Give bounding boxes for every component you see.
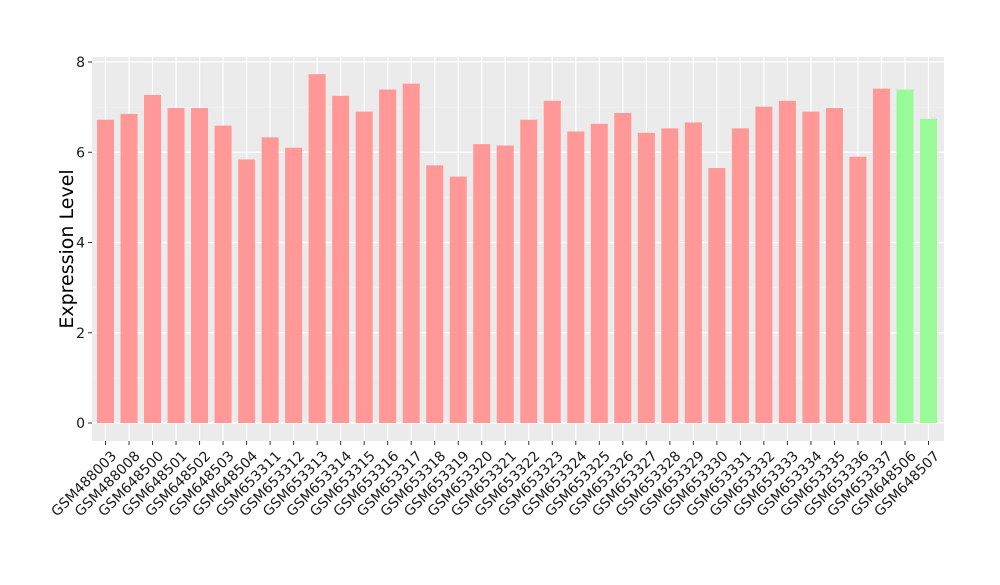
bar-GSM648501: [167, 108, 185, 423]
y-tick-label: 6: [76, 145, 85, 161]
bar-GSM648504: [238, 159, 256, 423]
bar-GSM653313: [308, 74, 326, 423]
y-tick-label: 4: [76, 236, 85, 252]
bar-GSM653314: [332, 95, 350, 423]
y-tick-label: 8: [76, 55, 85, 71]
y-axis: 0 2 4 6 8: [76, 55, 92, 432]
bar-GSM653329: [684, 122, 702, 423]
bar-GSM648500: [144, 94, 162, 423]
bars: [97, 74, 937, 424]
bar-GSM653311: [261, 137, 279, 423]
bar-GSM653336: [849, 156, 867, 423]
y-tick-label: 0: [76, 416, 85, 432]
plot-panel: [92, 57, 944, 441]
bar-GSM653331: [731, 128, 749, 424]
bar-GSM648507: [920, 118, 937, 424]
bar-GSM653323: [543, 100, 561, 424]
bar-GSM648502: [191, 108, 209, 423]
bar-GSM648503: [214, 125, 232, 423]
bar-GSM653321: [496, 145, 514, 423]
bar-GSM653328: [661, 128, 679, 424]
bar-GSM653335: [825, 108, 843, 423]
bar-GSM488008: [120, 113, 138, 424]
bar-GSM653326: [614, 112, 632, 424]
bar-GSM653316: [379, 89, 397, 424]
bar-GSM653324: [567, 131, 585, 423]
bar-GSM653318: [426, 165, 444, 423]
bar-GSM653315: [355, 111, 373, 423]
bar-GSM653332: [755, 106, 773, 423]
bar-GSM653325: [590, 123, 608, 423]
y-tick-label: 2: [76, 326, 85, 342]
bar-GSM653327: [637, 132, 655, 423]
bar-GSM653317: [402, 83, 420, 423]
x-axis: GSM488003GSM488008GSM648500GSM648501GSM6…: [49, 441, 943, 520]
bar-GSM653319: [449, 176, 467, 423]
bar-GSM653330: [708, 168, 726, 423]
bar-GSM653322: [520, 119, 538, 423]
y-axis-title: Expression Level: [56, 169, 78, 328]
bar-GSM653337: [872, 88, 890, 423]
bar-GSM653334: [802, 111, 820, 423]
bar-GSM488003: [97, 119, 114, 423]
bar-GSM653312: [285, 147, 303, 424]
bar-GSM653333: [778, 100, 796, 424]
bar-GSM648506: [896, 89, 914, 424]
bar-GSM653320: [473, 144, 491, 423]
